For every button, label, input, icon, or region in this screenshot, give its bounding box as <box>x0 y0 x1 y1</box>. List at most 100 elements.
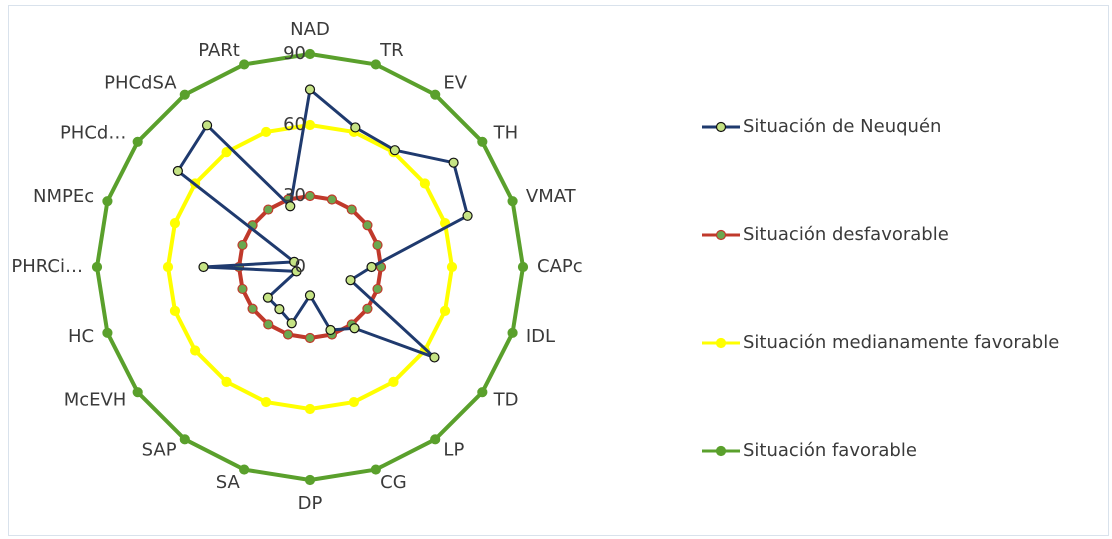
series-marker <box>439 305 451 316</box>
series-marker <box>172 165 183 177</box>
legend-label: Situación favorable <box>743 440 917 461</box>
category-label: DP <box>298 493 323 514</box>
category-label: PARt <box>198 40 240 61</box>
category-label: PHRCi… <box>11 256 83 277</box>
series-marker <box>370 59 381 70</box>
series-marker <box>190 345 201 356</box>
series-marker <box>237 283 248 295</box>
series-marker <box>304 190 316 202</box>
category-label: TD <box>493 389 519 410</box>
series-marker <box>304 332 316 344</box>
tick-label: 0 <box>295 256 306 277</box>
series-marker <box>274 304 285 315</box>
series-marker <box>179 89 190 100</box>
legend-marker <box>715 121 727 133</box>
series-marker <box>221 147 232 158</box>
series-marker <box>389 145 400 156</box>
series-marker <box>291 266 302 277</box>
series-marker <box>91 261 103 273</box>
series-marker <box>388 376 399 387</box>
series-marker <box>372 239 383 251</box>
series-marker <box>282 329 294 340</box>
series-marker <box>462 210 473 221</box>
series-marker <box>179 434 190 445</box>
legend-marker <box>715 337 727 349</box>
series-marker <box>285 201 296 212</box>
legend-label: Situación desfavorable <box>743 224 949 245</box>
series-marker <box>261 396 272 408</box>
category-label: SAP <box>142 440 177 461</box>
series-marker <box>326 194 338 205</box>
category-label: PHCd… <box>60 123 126 144</box>
series-marker <box>102 196 113 207</box>
series-marker <box>286 318 297 329</box>
series-marker <box>102 327 113 338</box>
series-marker <box>263 204 274 215</box>
series-marker <box>419 178 430 189</box>
series-marker <box>169 218 181 229</box>
series-marker <box>198 261 209 273</box>
legend-marker <box>715 445 727 457</box>
series-marker <box>345 275 356 286</box>
category-label: PHCdSA <box>104 72 177 93</box>
category-label: IDL <box>526 326 555 347</box>
series-marker <box>304 48 316 60</box>
series-marker <box>477 387 488 398</box>
category-label: NMPEc <box>33 186 94 207</box>
tick-label: 30 <box>283 185 306 206</box>
series-marker <box>346 204 357 215</box>
series-marker <box>370 464 381 475</box>
category-label: TR <box>379 40 404 61</box>
series-marker <box>261 126 272 138</box>
series-marker <box>263 319 274 330</box>
series-marker <box>446 261 458 273</box>
series-marker <box>304 474 316 486</box>
category-label: LP <box>443 440 464 461</box>
series-marker <box>304 119 316 131</box>
series-marker <box>429 352 440 363</box>
series-marker <box>350 122 361 133</box>
series-marker <box>507 196 518 207</box>
category-label: TH <box>493 123 519 144</box>
series-marker <box>477 136 488 147</box>
category-label: SA <box>216 472 241 493</box>
series-marker <box>362 303 373 314</box>
chart-frame <box>8 5 1109 536</box>
series-marker <box>349 323 360 334</box>
category-label: McEVH <box>64 389 127 410</box>
legend-label: Situación de Neuquén <box>743 116 941 137</box>
series-marker <box>372 283 383 295</box>
series-marker <box>239 59 250 70</box>
series-marker <box>304 403 316 415</box>
category-label: CAPc <box>537 256 583 277</box>
series-marker <box>362 220 373 231</box>
series-marker <box>201 120 213 131</box>
series-marker <box>247 303 258 314</box>
category-label: EV <box>443 72 467 93</box>
category-label: CG <box>380 472 407 493</box>
legend-marker <box>715 229 727 241</box>
category-label: HC <box>68 326 94 347</box>
series-marker <box>169 305 181 316</box>
series-marker <box>448 157 459 168</box>
category-label: NAD <box>290 19 330 40</box>
series-marker <box>221 376 232 387</box>
series-marker <box>239 464 250 475</box>
series-marker <box>348 396 359 408</box>
series-marker <box>517 261 529 273</box>
series-marker <box>237 239 248 251</box>
series-marker <box>162 261 174 273</box>
series-marker <box>507 327 518 338</box>
series-marker <box>289 256 300 267</box>
series-marker <box>430 434 441 445</box>
series-marker <box>430 89 441 100</box>
series-marker <box>132 136 143 147</box>
series-marker <box>304 290 316 301</box>
series-marker <box>366 261 377 273</box>
category-label: VMAT <box>526 186 577 207</box>
tick-label: 60 <box>283 114 306 135</box>
series-marker <box>325 324 336 336</box>
series-marker <box>262 292 273 303</box>
tick-label: 90 <box>283 43 306 64</box>
